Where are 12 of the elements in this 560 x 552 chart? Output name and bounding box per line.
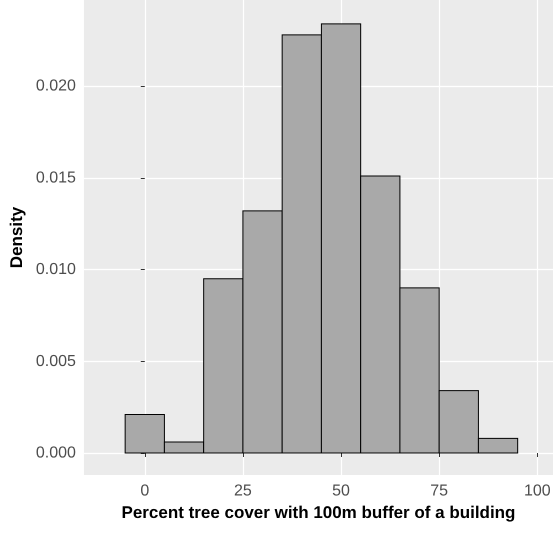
y-tick-label: 0.005 (36, 352, 76, 370)
x-tick-label: 100 (524, 482, 551, 500)
x-axis-title: Percent tree cover with 100m buffer of a building (122, 502, 516, 522)
y-tick-label: 0.010 (36, 261, 76, 278)
y-tick-label: 0.020 (36, 78, 76, 95)
x-tick-label: 75 (430, 482, 448, 500)
x-tick-label: 25 (234, 482, 252, 500)
y-tick-label: 0.015 (36, 169, 76, 186)
y-axis-title: Density (7, 206, 26, 268)
x-tick-label: 0 (140, 482, 150, 500)
x-tick-label: 50 (332, 482, 350, 500)
y-tick-label: 0.000 (36, 444, 76, 462)
